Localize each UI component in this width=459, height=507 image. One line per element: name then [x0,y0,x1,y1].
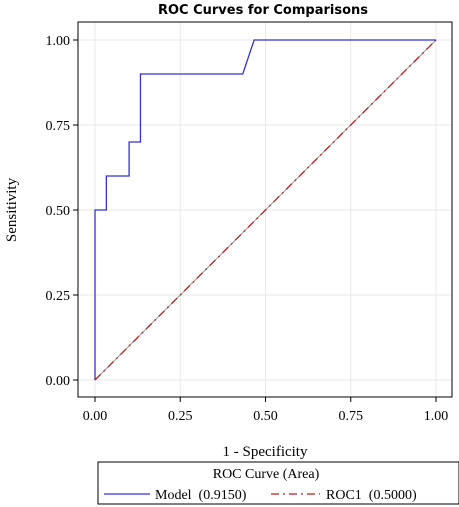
y-tick-label: 0.75 [46,119,71,134]
series-line-roc1 [94,39,437,381]
y-tick-label: 0.25 [46,289,71,304]
axes: 0.00 0.25 0.50 0.75 1.00 0.00 0.25 0.50 0.75 1.00 [46,34,449,424]
chart-title: ROC Curves for Comparisons [158,3,368,18]
legend: ROC Curve (Area) Model (0.9150) ROC1 (0.… [97,461,459,505]
x-tick-label: 0.25 [168,409,193,424]
x-tick-label: 0.75 [339,409,364,424]
series-layer [94,39,437,381]
legend-title: ROC Curve (Area) [213,467,320,482]
x-tick-label: 0.00 [83,409,108,424]
y-tick-label: 0.50 [46,204,71,219]
x-axis-label: 1 - Specificity [223,444,308,460]
legend-box [97,461,459,505]
y-tick-label: 0.00 [46,374,71,389]
legend-label-roc1: ROC1 (0.5000) [326,488,417,503]
legend-label-model: Model (0.9150) [155,488,247,503]
y-axis-label: Sensitivity [4,177,20,242]
y-tick-label: 1.00 [46,34,71,49]
x-tick-label: 1.00 [424,409,449,424]
x-tick-label: 0.50 [253,409,278,424]
series-line-model [94,39,436,380]
